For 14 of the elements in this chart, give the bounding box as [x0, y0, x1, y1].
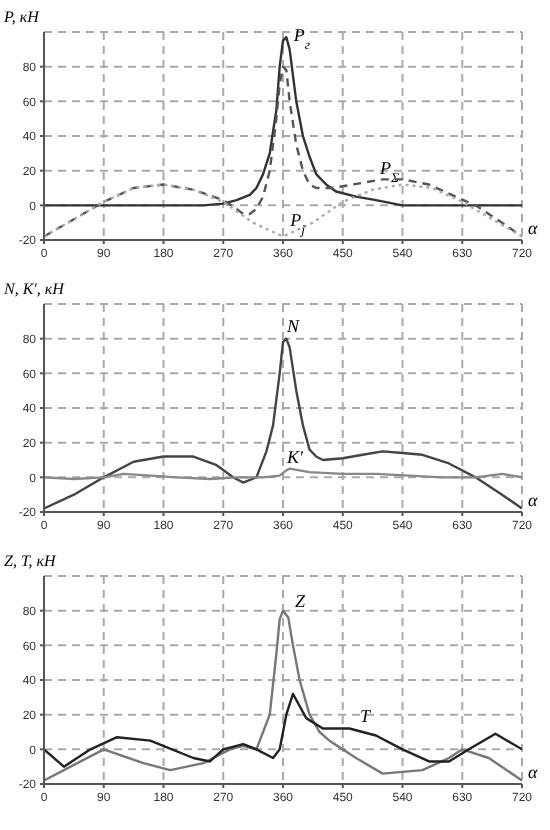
- annotation: K': [285, 447, 306, 468]
- x-axis-title: α: [528, 218, 538, 238]
- line-series: [44, 692, 522, 768]
- annotation: N: [285, 315, 301, 336]
- x-axis-title: α: [528, 762, 538, 782]
- annotation: P$_{г}$: [291, 24, 311, 52]
- annotation: P$_{j}$: [288, 210, 306, 238]
- y-axis-title: P, кН: [2, 8, 42, 26]
- annotation: P$_{Σ}$: [377, 158, 399, 186]
- annotation: Z: [294, 591, 307, 612]
- annotation: T: [360, 705, 373, 726]
- x-axis-title: α: [528, 490, 538, 510]
- y-axis-title: N, K', кН: [2, 280, 67, 298]
- y-axis-title: Z, T, кН: [4, 552, 59, 570]
